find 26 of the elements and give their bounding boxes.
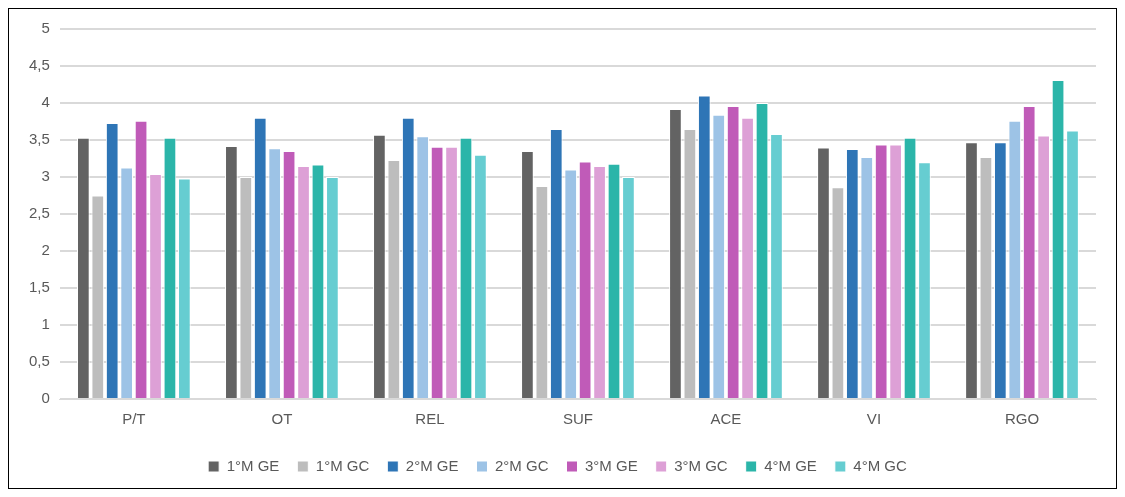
y-tick-label: 4 <box>41 93 50 111</box>
x-tick-label: P/T <box>122 410 146 428</box>
y-tick-label: 2,5 <box>28 204 50 222</box>
y-tick-label: 1,5 <box>28 278 50 296</box>
legend-label: 3°M GC <box>674 456 728 474</box>
legend-label: 4°M GC <box>853 456 908 474</box>
legend-label: 1°M GC <box>315 456 370 474</box>
x-tick-label: VI <box>866 410 882 428</box>
x-tick-label: ACE <box>710 410 742 428</box>
y-tick-label: 3 <box>41 167 50 185</box>
legend-label: 3°M GE <box>585 456 638 474</box>
y-tick-label: 1 <box>41 315 50 333</box>
legend-label: 1°M GE <box>226 456 280 474</box>
y-tick-label: 0 <box>41 389 50 407</box>
legend-label: 4°M GE <box>764 456 817 474</box>
legend-label: 2°M GC <box>495 456 549 474</box>
y-tick-label: 5 <box>41 19 50 37</box>
x-tick-label: RGO <box>1004 410 1040 428</box>
y-tick-label: 4,5 <box>28 56 50 74</box>
x-tick-label: OT <box>271 410 293 428</box>
y-tick-label: 0,5 <box>28 352 50 370</box>
legend-label: 2°M GE <box>405 456 459 474</box>
x-tick-label: REL <box>415 410 445 428</box>
y-tick-label: 2 <box>41 241 50 259</box>
x-tick-label: SUF <box>562 410 593 428</box>
y-tick-label: 3,5 <box>28 130 50 148</box>
